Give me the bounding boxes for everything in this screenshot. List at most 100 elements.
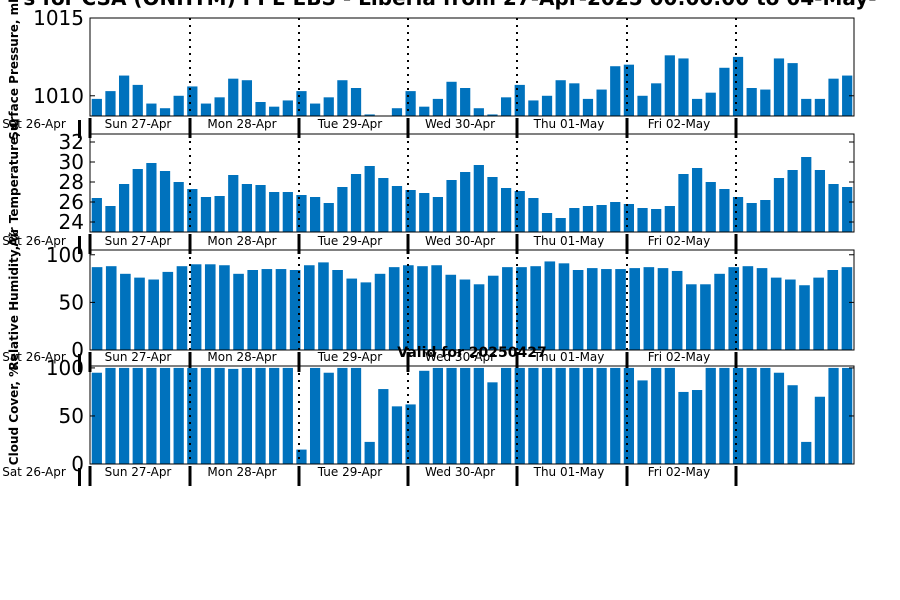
bar	[460, 88, 471, 116]
bar	[555, 80, 566, 116]
valid-date-label: Valid for 20250427	[397, 345, 547, 361]
bar	[643, 267, 655, 350]
day-tick-mark	[515, 118, 519, 138]
day-tick-mark	[406, 118, 410, 138]
y-tick-label: 100	[46, 356, 84, 380]
day-tick-mark	[734, 466, 738, 486]
y-axis-label: Relative Humidity, %	[7, 230, 21, 371]
bar	[337, 367, 348, 464]
x-tick-label: Wed 30-Apr	[425, 117, 495, 131]
x-tick-label: Sat 26-Apr	[2, 117, 66, 131]
bar	[159, 367, 171, 464]
bar	[364, 441, 375, 464]
day-tick-mark	[88, 352, 92, 372]
bar	[405, 190, 416, 232]
bar	[787, 170, 798, 232]
bar	[219, 265, 230, 350]
panel-4: 0 50 100 Cloud Cover, %Sat 26-Apr Sun 27-Apr…	[2, 356, 855, 486]
bar	[487, 382, 498, 464]
bar	[350, 367, 362, 464]
bar	[118, 75, 130, 116]
bar	[500, 97, 512, 116]
bar	[487, 177, 498, 232]
bar	[432, 367, 444, 464]
chart-title: s for CSA (ONHTM) PPE EBS - Liberia from…	[0, 0, 900, 10]
bar	[269, 367, 280, 464]
bar	[596, 205, 607, 232]
x-tick-label: Tue 29-Apr	[317, 350, 382, 364]
x-tick-label: Fri 02-May	[648, 350, 711, 364]
y-tick-label: 26	[59, 190, 84, 214]
y-tick-label: 30	[59, 150, 84, 174]
x-tick-label: Thu 01-May	[533, 234, 605, 248]
bar	[432, 98, 444, 116]
bar	[446, 180, 457, 232]
bar	[200, 103, 212, 116]
bar	[214, 97, 225, 116]
bar	[146, 163, 157, 232]
bar	[261, 269, 273, 350]
bar	[190, 264, 202, 350]
x-tick-label: Tue 29-Apr	[317, 234, 382, 248]
bar	[162, 271, 174, 350]
bar	[569, 208, 580, 232]
bar	[528, 367, 539, 464]
bar	[350, 88, 362, 116]
bar	[746, 367, 757, 464]
bar	[391, 108, 403, 116]
bar	[214, 367, 225, 464]
bar	[728, 267, 740, 350]
bar	[309, 367, 321, 464]
bar	[678, 58, 689, 116]
bar	[296, 91, 307, 116]
day-tick-mark	[734, 234, 738, 254]
bar	[445, 274, 457, 350]
x-tick-label: Thu 01-May	[533, 465, 605, 479]
bar	[446, 81, 457, 116]
bar	[132, 84, 143, 116]
bar	[132, 367, 143, 464]
bar	[255, 102, 266, 116]
bar	[700, 284, 711, 350]
bar	[637, 95, 648, 116]
day-tick-mark	[734, 352, 738, 372]
bar	[651, 367, 662, 464]
bar	[801, 98, 812, 116]
x-tick-label: Sat 26-Apr	[2, 234, 66, 248]
bar	[419, 370, 430, 464]
bar	[419, 193, 430, 232]
bar	[255, 367, 266, 464]
day-tick-mark	[78, 120, 81, 138]
bar	[91, 372, 102, 464]
day-tick-mark	[625, 118, 629, 138]
bar	[582, 367, 594, 464]
bar	[770, 277, 782, 350]
x-tick-label: Sun 27-Apr	[105, 350, 172, 364]
bar	[773, 178, 785, 232]
bar	[514, 191, 525, 232]
bar	[760, 200, 771, 232]
bar	[732, 367, 744, 464]
bar	[678, 174, 689, 232]
bar	[502, 267, 513, 350]
x-tick-label: Sat 26-Apr	[2, 465, 66, 479]
bar	[827, 270, 839, 350]
day-tick-mark	[78, 354, 81, 372]
bar	[296, 195, 307, 232]
bar	[678, 391, 689, 464]
bar	[742, 266, 754, 350]
bar	[204, 264, 216, 350]
bar	[569, 367, 580, 464]
bar	[459, 279, 471, 350]
day-tick-mark	[88, 466, 92, 486]
bar	[760, 89, 771, 116]
bar	[269, 192, 280, 232]
bar	[173, 95, 184, 116]
day-tick-mark	[188, 118, 192, 138]
bar	[241, 184, 253, 232]
bar	[241, 367, 253, 464]
bar	[282, 367, 293, 464]
day-tick-mark	[188, 466, 192, 486]
bar	[374, 273, 386, 350]
